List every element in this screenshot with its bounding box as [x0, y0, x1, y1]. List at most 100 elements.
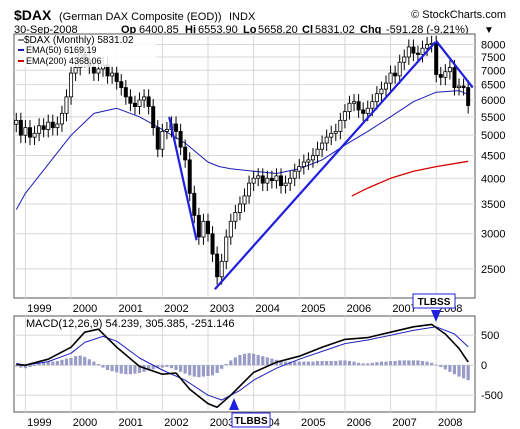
price-bar [237, 203, 242, 213]
macd-histogram-bar [169, 365, 174, 369]
macd-histogram-bar [14, 365, 18, 367]
macd-histogram-bar [288, 361, 292, 366]
price-bar [96, 68, 101, 74]
price-bar [438, 74, 443, 78]
macd-y-tick-label: 500 [481, 330, 499, 342]
macd-histogram-bar [457, 365, 461, 377]
price-y-tick-label: 3500 [481, 199, 505, 211]
price-bar [352, 101, 357, 104]
macd-histogram-bar [452, 365, 457, 375]
price-x-tick-label: 2007 [392, 303, 416, 315]
price-x-tick-label: 2002 [164, 303, 188, 315]
trendline [168, 116, 198, 241]
price-bar [269, 177, 274, 182]
macd-y-tick-label: -500 [481, 390, 503, 402]
macd-histogram-bar [242, 353, 247, 366]
macd-histogram-bar [133, 365, 137, 374]
price-bar [260, 175, 265, 184]
price-bar [415, 52, 420, 55]
macd-histogram-bar [425, 361, 429, 366]
symbol: $DAX [14, 7, 52, 23]
macd-histogram-bar [293, 361, 297, 366]
price-bar [224, 236, 229, 262]
macd-histogram-bar [183, 365, 187, 374]
price-bar [41, 125, 46, 130]
price-y-tick-label: 8000 [481, 40, 505, 52]
watermark: © StockCharts.com [411, 9, 506, 21]
macd-histogram-bar [398, 360, 402, 366]
macd-histogram-bar [101, 365, 105, 368]
price-bar [388, 72, 393, 84]
price-y-tick-label: 6000 [481, 95, 505, 107]
price-bar [265, 177, 270, 184]
price-bar [46, 121, 51, 130]
price-bar [333, 130, 338, 134]
price-bar [425, 44, 430, 49]
price-bar [233, 212, 238, 222]
price-bar [27, 127, 32, 138]
macd-histogram-series [14, 353, 470, 381]
macd-histogram-bar [329, 361, 333, 366]
macd-histogram-bar [357, 362, 361, 366]
ema200-series [351, 160, 469, 197]
price-bar [164, 129, 169, 132]
price-y-tick-label: 2500 [481, 264, 505, 276]
macd-histogram-bar [306, 361, 311, 366]
high-label: Hi [185, 24, 196, 36]
macd-histogram-bar [201, 365, 206, 377]
macd-histogram-bar [443, 365, 447, 370]
price-y-tick-label: 5000 [481, 130, 505, 142]
price-bar [91, 65, 96, 74]
macd-histogram-bar [147, 365, 151, 371]
macd-x-tick-label: 2001 [118, 417, 142, 429]
macd-histogram-bar [265, 357, 269, 366]
close-value: 5831.02 [315, 24, 355, 36]
price-bar [283, 182, 288, 187]
macd-histogram-bar [411, 360, 415, 366]
macd-histogram-bar [238, 355, 242, 366]
change-label: Chg [360, 24, 381, 36]
macd-histogram-bar [430, 362, 434, 366]
price-bar [279, 175, 284, 187]
high-value: 6553.90 [198, 24, 238, 36]
price-bar [466, 87, 471, 106]
macd-histogram-bar [279, 361, 283, 366]
macd-histogram-bar [192, 365, 196, 377]
macd-histogram-bar [60, 359, 64, 366]
price-bar [379, 88, 384, 95]
close-label: Cl [302, 24, 313, 36]
price-bar [361, 109, 366, 114]
price-bar [374, 93, 379, 103]
price-bar [64, 96, 69, 114]
macd-histogram-bar [461, 365, 466, 379]
sell-arrow-icon [431, 310, 441, 322]
quote-date: 30-Sep-2008 [14, 24, 78, 36]
price-bar [215, 253, 220, 278]
price-bar [59, 112, 64, 125]
macd-histogram-bar [247, 353, 251, 366]
macd-histogram-bar [55, 361, 59, 366]
macd-histogram-bar [42, 362, 46, 366]
price-bar [370, 101, 375, 109]
ema50-series [15, 90, 469, 210]
price-legend: $DAX (Monthly) 5831.02 EMA(50) 6169.19 E… [16, 35, 156, 67]
macd-histogram-bar [87, 359, 91, 366]
tlbss-label: TLBSS [418, 297, 451, 308]
price-bar [292, 170, 297, 179]
price-bar [288, 177, 293, 184]
price-bar [365, 107, 370, 114]
macd-histogram-bar [407, 360, 411, 366]
macd-y-axis: 500 0 -500 [481, 330, 503, 402]
price-bar [128, 96, 133, 104]
macd-histogram-bar [92, 361, 96, 366]
price-bar [14, 119, 19, 125]
price-bar [251, 177, 256, 184]
exchange: INDX [229, 11, 256, 23]
macd-legend: MACD(12,26,9) 54.239, 305.385, -251.146 [26, 318, 235, 330]
price-x-tick-label: 2000 [73, 303, 97, 315]
symbol-name: (German DAX Composite (EOD)) [59, 11, 222, 23]
macd-histogram-bar [215, 365, 219, 373]
macd-histogram-bar [69, 358, 73, 366]
macd-histogram-bar [256, 355, 260, 366]
